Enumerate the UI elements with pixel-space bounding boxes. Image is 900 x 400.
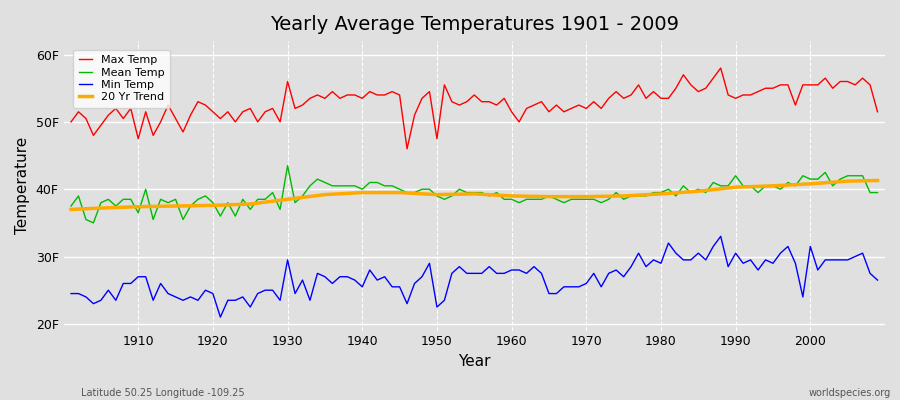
Legend: Max Temp, Mean Temp, Min Temp, 20 Yr Trend: Max Temp, Mean Temp, Min Temp, 20 Yr Tre…: [73, 50, 170, 108]
Line: Max Temp: Max Temp: [71, 68, 878, 149]
Mean Temp: [88, 220, 99, 225]
20 Yr Trend: [655, 192, 666, 196]
Max Temp: [66, 120, 77, 124]
20 Yr Trend: [618, 194, 629, 198]
Mean Temp: [66, 204, 77, 208]
20 Yr Trend: [320, 192, 330, 197]
20 Yr Trend: [133, 204, 144, 209]
Max Temp: [290, 106, 301, 111]
20 Yr Trend: [842, 179, 853, 184]
20 Yr Trend: [431, 192, 442, 197]
Line: Mean Temp: Mean Temp: [71, 166, 878, 223]
20 Yr Trend: [506, 194, 517, 198]
Mean Temp: [349, 184, 360, 188]
20 Yr Trend: [768, 184, 778, 188]
Max Temp: [401, 146, 412, 151]
20 Yr Trend: [730, 185, 741, 190]
Max Temp: [514, 120, 525, 124]
20 Yr Trend: [394, 190, 405, 195]
Max Temp: [506, 109, 517, 114]
Max Temp: [603, 96, 614, 101]
20 Yr Trend: [693, 189, 704, 194]
20 Yr Trend: [872, 178, 883, 183]
20 Yr Trend: [469, 192, 480, 196]
Min Temp: [506, 268, 517, 272]
Min Temp: [716, 234, 726, 239]
Max Temp: [335, 96, 346, 101]
Mean Temp: [133, 210, 144, 215]
Min Temp: [125, 281, 136, 286]
20 Yr Trend: [544, 194, 554, 199]
Min Temp: [872, 278, 883, 282]
20 Yr Trend: [95, 206, 106, 210]
Y-axis label: Temperature: Temperature: [15, 137, 30, 234]
Title: Yearly Average Temperatures 1901 - 2009: Yearly Average Temperatures 1901 - 2009: [270, 15, 679, 34]
Mean Temp: [283, 163, 293, 168]
20 Yr Trend: [357, 190, 368, 195]
Max Temp: [125, 106, 136, 111]
Text: Latitude 50.25 Longitude -109.25: Latitude 50.25 Longitude -109.25: [81, 388, 245, 398]
Max Temp: [872, 109, 883, 114]
Min Temp: [603, 271, 614, 276]
Line: Min Temp: Min Temp: [71, 236, 878, 317]
Mean Temp: [611, 190, 622, 195]
20 Yr Trend: [580, 194, 591, 199]
Max Temp: [716, 66, 726, 70]
20 Yr Trend: [805, 182, 815, 186]
Min Temp: [342, 274, 353, 279]
Line: 20 Yr Trend: 20 Yr Trend: [71, 180, 878, 210]
20 Yr Trend: [170, 204, 181, 208]
Text: worldspecies.org: worldspecies.org: [809, 388, 891, 398]
Min Temp: [215, 315, 226, 320]
Min Temp: [297, 278, 308, 282]
Mean Temp: [521, 197, 532, 202]
Mean Temp: [514, 200, 525, 205]
Mean Temp: [872, 190, 883, 195]
Min Temp: [66, 291, 77, 296]
20 Yr Trend: [245, 202, 256, 206]
X-axis label: Year: Year: [458, 354, 491, 369]
Min Temp: [514, 268, 525, 272]
20 Yr Trend: [283, 197, 293, 202]
Mean Temp: [304, 184, 315, 188]
20 Yr Trend: [66, 207, 77, 212]
20 Yr Trend: [208, 203, 219, 208]
